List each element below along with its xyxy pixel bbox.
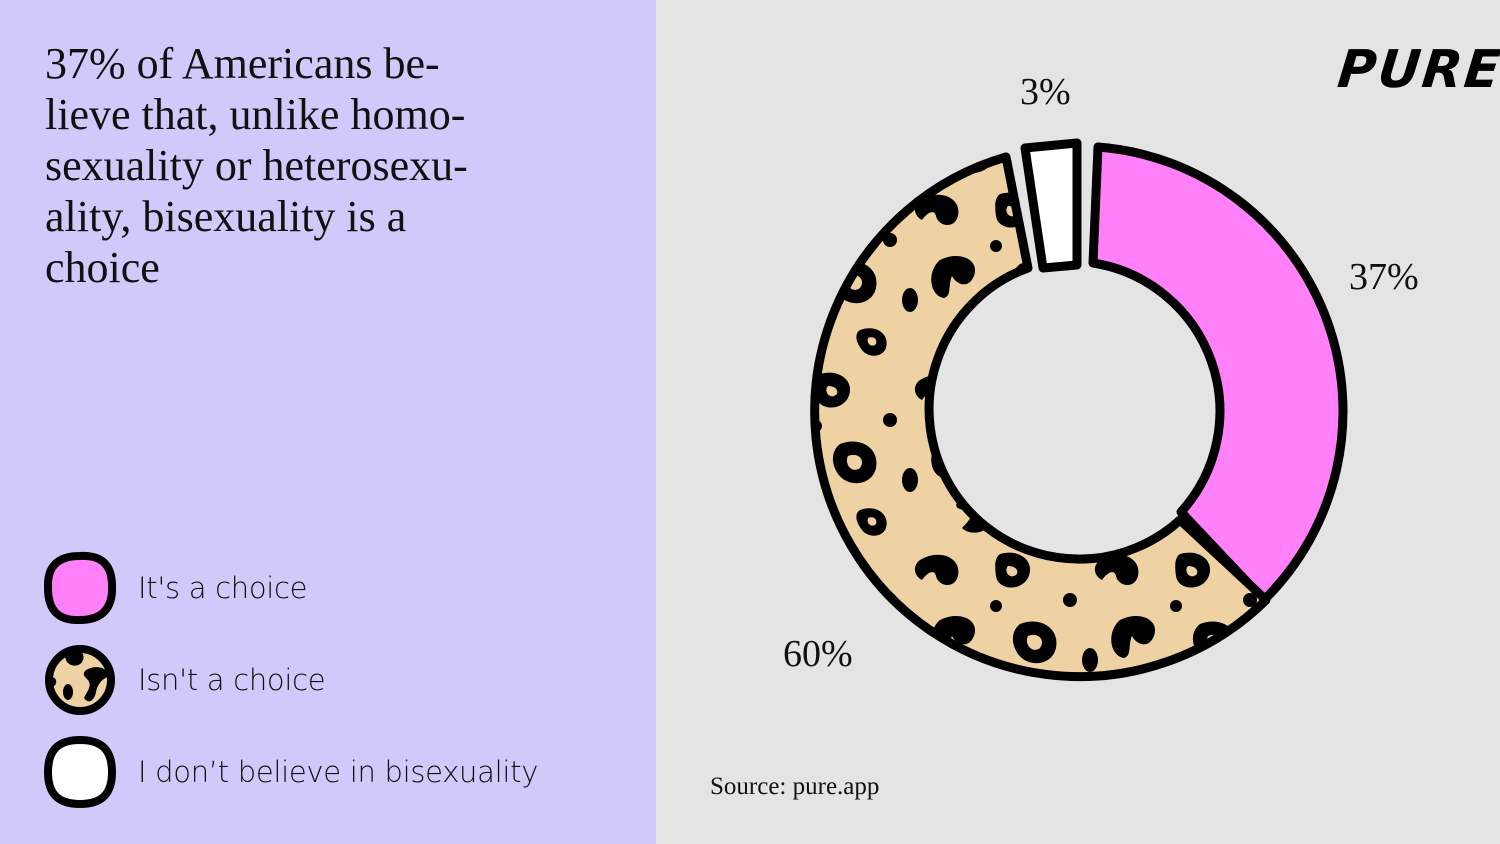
legend-item-not-choice: Isn't a choice xyxy=(42,634,538,726)
legend-label: It's a choice xyxy=(138,571,308,605)
white-swatch-icon xyxy=(43,735,117,809)
label-dont-believe: 3% xyxy=(1020,71,1071,113)
left-panel: 37% of Americans be- lieve that, unlike … xyxy=(0,0,656,844)
leopard-swatch-icon xyxy=(45,645,115,715)
label-choice: 37% xyxy=(1349,256,1419,298)
chart-title: 37% of Americans be- lieve that, unlike … xyxy=(45,39,468,292)
label-not-choice: 60% xyxy=(783,633,853,675)
pure-logo: PURE xyxy=(1334,40,1500,100)
legend-item-dont-believe: I don’t believe in bisexuality xyxy=(42,726,538,818)
segment-choice xyxy=(1088,142,1348,605)
legend: It's a choice Isn't a choice xyxy=(42,542,538,818)
legend-label: Isn't a choice xyxy=(138,663,326,697)
segment-dont-believe xyxy=(1020,138,1082,273)
legend-item-choice: It's a choice xyxy=(42,542,538,634)
pink-swatch-icon xyxy=(43,551,117,625)
segment-not-choice xyxy=(810,152,1271,681)
source-note: Source: pure.app xyxy=(710,773,880,800)
legend-label: I don’t believe in bisexuality xyxy=(138,755,539,789)
